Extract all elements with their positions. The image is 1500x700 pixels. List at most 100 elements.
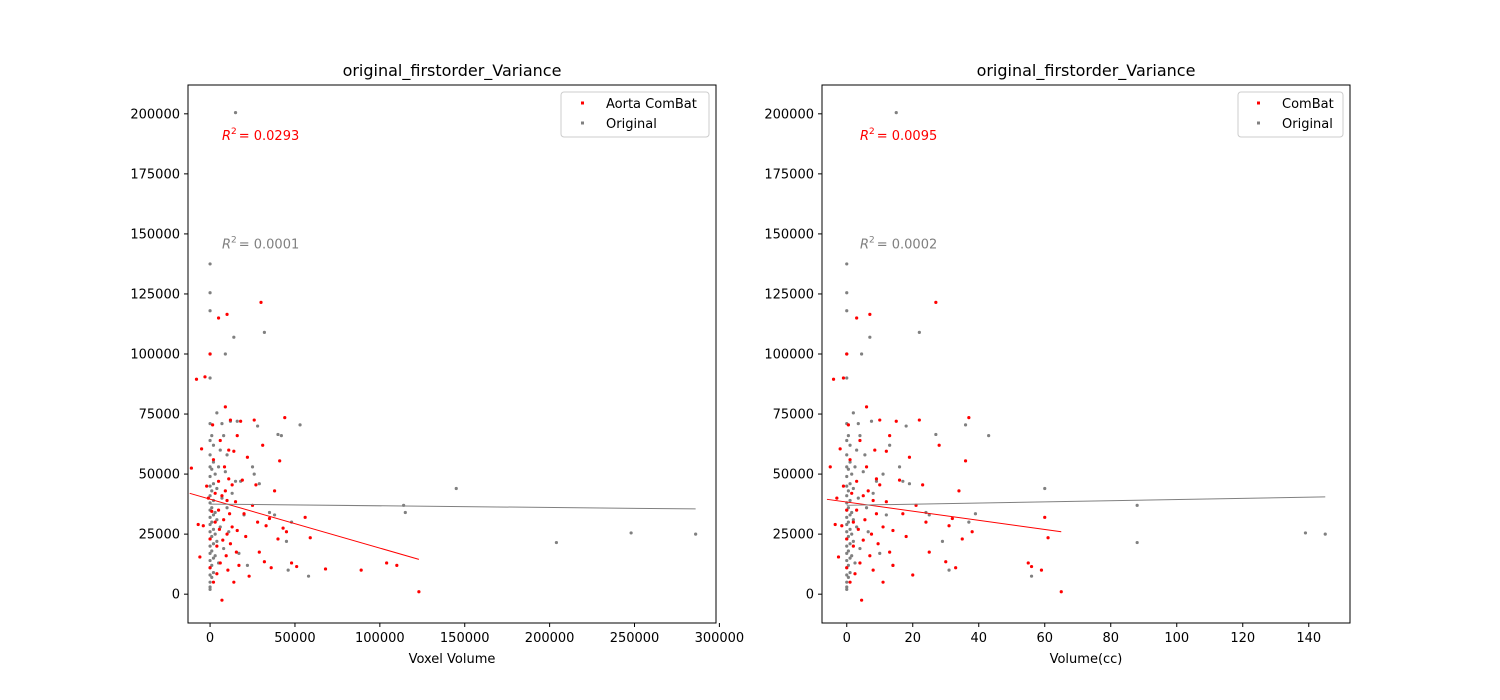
chart-right-point (845, 262, 849, 266)
chart-right-point (841, 376, 846, 380)
chart-right-point (884, 449, 888, 453)
chart-left-point (289, 561, 294, 565)
chart-right-point (851, 520, 855, 524)
chart-left-point (240, 478, 244, 482)
chart-right-point (927, 513, 931, 517)
chart-left-legend-marker-combat (581, 101, 584, 105)
chart-left-point (208, 262, 212, 266)
chart-right-point (1323, 532, 1327, 536)
chart-right-point (845, 352, 849, 356)
chart-right-point (845, 474, 849, 479)
chart-right-point (894, 419, 898, 423)
chart-right-point (901, 479, 905, 483)
chart-right-point (851, 539, 855, 543)
chart-right-point (861, 470, 865, 474)
chart-left-point (210, 434, 214, 438)
chart-right-point (869, 532, 874, 536)
chart-right-point (845, 558, 849, 563)
chart-right-point (845, 551, 849, 555)
chart-right-point (921, 483, 925, 487)
chart-left-series-combat (189, 300, 421, 602)
chart-left-point (208, 587, 212, 591)
chart-left-xlabel: Voxel Volume (409, 652, 496, 667)
chart-left-point (222, 518, 226, 522)
chart-right-point (858, 438, 862, 443)
chart-left-legend-label-original: Original (606, 117, 657, 132)
chart-left-legend-marker-original (581, 121, 584, 125)
chart-left-point (217, 527, 222, 531)
chart-left-r2-annotation: R2 = 0.0001 (222, 235, 299, 252)
chart-right-point (846, 534, 851, 539)
chart-left-point (281, 526, 285, 530)
chart-left-point (213, 554, 217, 558)
chart-left-ytick-label: 100000 (130, 348, 180, 363)
chart-right-point (863, 518, 867, 522)
chart-right-point (1029, 574, 1034, 578)
chart-left-point (323, 567, 328, 571)
chart-right-point (868, 335, 872, 339)
chart-right-point (967, 520, 971, 524)
chart-left-point (208, 544, 212, 548)
chart-left-point (232, 449, 236, 453)
chart-right-ytick-label: 25000 (773, 528, 814, 543)
chart-left-point (201, 524, 205, 528)
chart-right-point (846, 434, 851, 438)
chart-right-point (888, 434, 892, 438)
chart-left-point (454, 486, 458, 491)
chart-left-point (232, 335, 236, 339)
chart-left-point (211, 482, 216, 486)
chart-left-point (211, 580, 216, 584)
chart-right-xtick-label: 120 (1230, 631, 1255, 646)
chart-left-point (210, 520, 214, 524)
chart-left-point (218, 438, 222, 443)
chart-left-point (278, 459, 282, 463)
chart-right-point (853, 572, 857, 576)
chart-right-point (901, 512, 905, 516)
chart-left-point (359, 568, 363, 572)
chart-left-point (216, 508, 221, 512)
chart-left-point (308, 536, 312, 540)
chart-right-series-combat (828, 300, 1063, 602)
chart-right-point (845, 508, 849, 512)
chart-right-point (845, 494, 849, 498)
chart-right-ytick-label: 50000 (773, 468, 814, 483)
chart-right-point (848, 542, 852, 546)
chart-left-point (225, 453, 229, 457)
chart-right-point (848, 570, 852, 575)
chart-right-point (866, 489, 870, 493)
chart-left-point (256, 424, 260, 428)
chart-right-point (845, 376, 849, 380)
chart-left-point (245, 563, 250, 567)
chart-right-point (1039, 568, 1044, 572)
chart-right-point (950, 516, 954, 521)
chart-left-point (223, 470, 227, 474)
chart-right-r2-annotation: R2 = 0.0095 (860, 127, 937, 144)
chart-left-point (298, 423, 302, 427)
chart-left-point (279, 434, 283, 438)
chart-left-point (254, 483, 258, 487)
chart-left-point (252, 472, 256, 476)
chart-right-point (868, 554, 872, 558)
chart-right-point (884, 513, 888, 517)
chart-left-point (215, 572, 219, 576)
chart-left-point (417, 590, 421, 594)
chart-right-title: original_firstorder_Variance (977, 61, 1196, 81)
chart-right-point (845, 291, 849, 295)
chart-right-point (851, 544, 855, 548)
chart-left: original_firstorder_Variance 0 50000 10000… (130, 61, 744, 667)
chart-left-point (284, 530, 289, 534)
chart-right-legend-label-original: Original (1282, 117, 1333, 132)
chart-left-point (210, 509, 214, 513)
chart-right-point (987, 434, 991, 438)
chart-right-point (851, 411, 855, 415)
chart-right-point (855, 316, 859, 320)
chart-left-ytick-label: 25000 (139, 528, 180, 543)
chart-right-point (878, 551, 882, 555)
chart-right-point (888, 550, 892, 554)
chart-left-point (228, 542, 233, 546)
chart-left-ytick-label: 50000 (139, 468, 180, 483)
chart-left-point (233, 111, 238, 115)
chart-left-point (210, 563, 214, 567)
chart-right-point (904, 424, 908, 428)
chart-left-point (222, 465, 227, 469)
